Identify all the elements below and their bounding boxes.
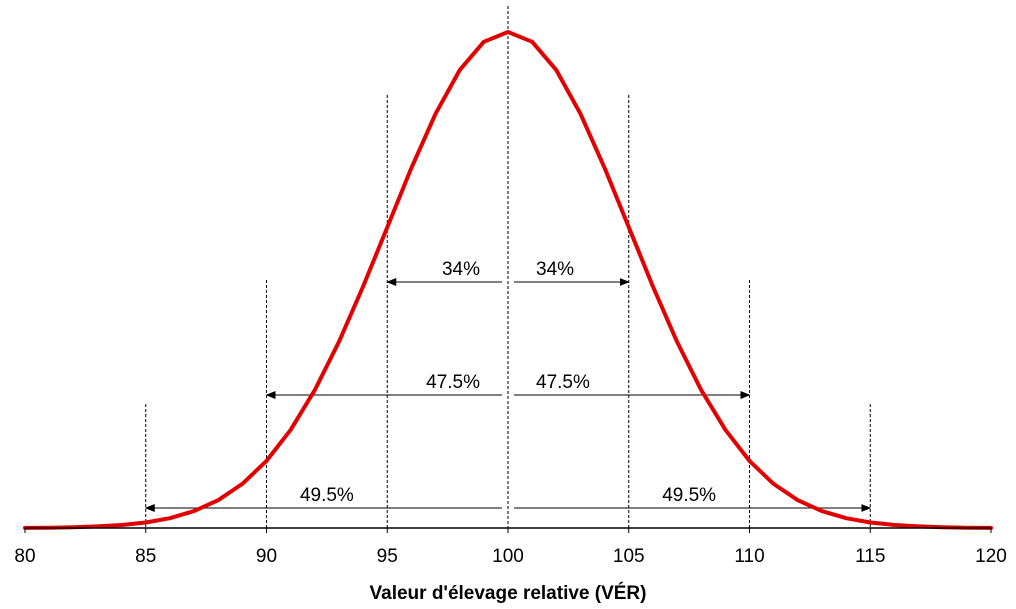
percent-label-left-2: 47.5% bbox=[426, 372, 480, 393]
percent-label-left-1: 34% bbox=[442, 259, 480, 280]
x-tick-label-110: 110 bbox=[734, 546, 764, 567]
reference-lines bbox=[145, 6, 871, 528]
range-arrows: 34% 34% 47.5% 47.5% 49.5% 49.5% bbox=[144, 259, 872, 512]
percent-label-right-2: 47.5% bbox=[536, 372, 590, 393]
x-tick-label-85: 85 bbox=[135, 546, 156, 567]
percent-label-right-3: 49.5% bbox=[662, 485, 716, 506]
x-tick-label-95: 95 bbox=[377, 546, 398, 567]
x-tick-label-80: 80 bbox=[14, 546, 35, 567]
x-tick-label-115: 115 bbox=[855, 546, 885, 567]
x-tick-label-120: 120 bbox=[975, 546, 1007, 567]
percent-label-left-3: 49.5% bbox=[300, 485, 354, 506]
curve-layer bbox=[23, 30, 993, 530]
x-axis-title: Valeur d'élevage relative (VÉR) bbox=[370, 582, 647, 604]
x-tick-label-105: 105 bbox=[613, 546, 645, 567]
percent-label-right-1: 34% bbox=[536, 259, 574, 280]
x-tick-label-90: 90 bbox=[256, 546, 277, 567]
x-tick-label-100: 100 bbox=[492, 546, 524, 567]
x-axis: 80 85 90 95 100 105 110 115 120 bbox=[14, 527, 1007, 567]
normal-curve bbox=[23, 30, 993, 530]
